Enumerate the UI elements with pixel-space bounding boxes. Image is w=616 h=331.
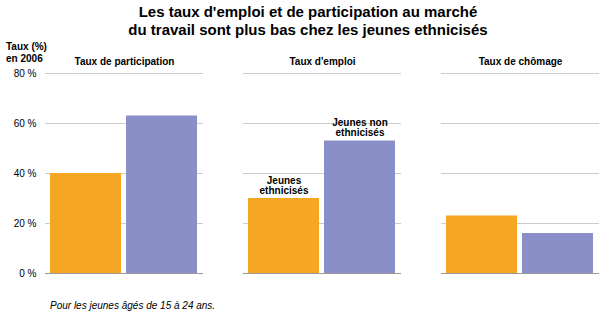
svg-text:Taux de participation: Taux de participation: [75, 56, 175, 67]
svg-text:20 %: 20 %: [14, 218, 37, 229]
html-text:Pour les jeunes âgés de 15 à 2: Pour les jeunes âgés de 15 à 24 ans.: [50, 300, 216, 311]
svg-text:60 %: 60 %: [14, 118, 37, 129]
svg-text:Taux d'emploi: Taux d'emploi: [289, 56, 355, 67]
html-text:Taux (%) en 2006: Taux (%) en 2006: [6, 41, 47, 64]
html-text:Les taux d'emploi et de partic: Les taux d'emploi et de participation au…: [128, 3, 488, 38]
svg-text:Jeunes nonethnicisés: Jeunes nonethnicisés: [332, 117, 388, 138]
svg-text:80 %: 80 %: [14, 68, 37, 79]
svg-text:0 %: 0 %: [19, 268, 36, 279]
svg-text:40 %: 40 %: [14, 168, 37, 179]
svg-text:Jeunesethnicisés: Jeunesethnicisés: [260, 175, 309, 196]
svg-text:Taux de chômage: Taux de chômage: [479, 56, 563, 67]
